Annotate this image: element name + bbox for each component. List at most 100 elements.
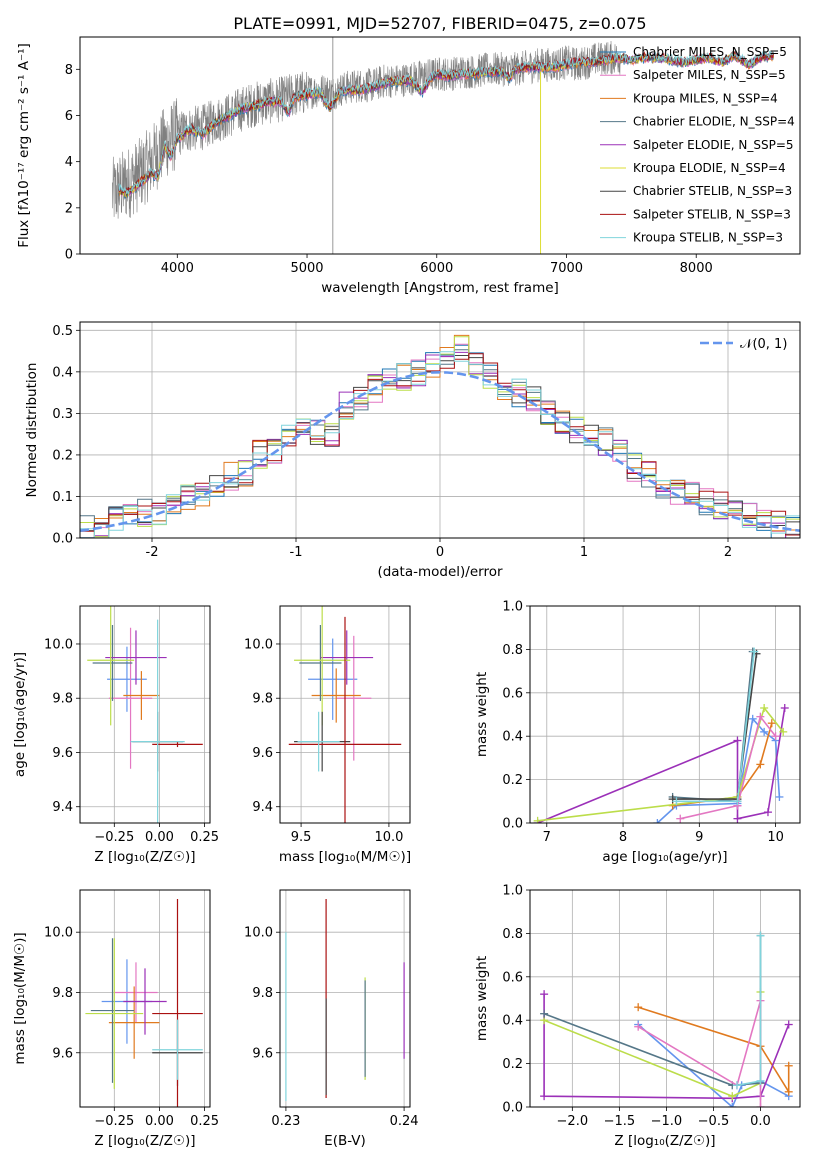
age-vs-Z-panel: −0.25 0.00 0.25 9.4 9.6 9.8 10.0 Z [log₁₀(Z/Z☉)… — [12, 605, 219, 865]
y-tick-label: 8 — [65, 63, 73, 78]
axes-frame — [279, 889, 411, 1108]
weight-line — [637, 1006, 790, 1095]
plus-marker — [756, 712, 765, 721]
weight-vs-Z-panel: −2.0 −1.5 −1.0 −0.5 0.0 0.0 0.2 0.4 0.6 0.8 1.0 Z [… — [474, 884, 801, 1149]
spectrum-plot-area — [112, 37, 774, 254]
normal-curve — [80, 370, 800, 532]
errorbar-point — [152, 899, 203, 1107]
y-tick-label: 10.0 — [44, 926, 73, 941]
weight-line — [656, 717, 781, 823]
x-tick-label: −0.5 — [698, 1114, 730, 1129]
plus-marker — [748, 714, 757, 723]
errorbar-point — [152, 1019, 203, 1080]
x-tick-label: 0 — [436, 545, 444, 560]
legend-label: Kroupa MILES, N_SSP=4 — [633, 91, 778, 105]
plus-marker — [676, 814, 685, 823]
y-axis-label: mass weight — [474, 956, 490, 1041]
x-tick-label: -1 — [290, 545, 303, 560]
x-tick-label: 0.00 — [145, 1114, 174, 1129]
errorbar-point — [336, 635, 372, 761]
x-tick-label: 7 — [543, 830, 551, 845]
age-vs-mass-panel: 9.5 10.0 9.4 9.6 9.8 10.0 mass [log₁₀(M/M☉)] — [244, 605, 411, 865]
x-tick-label: 1 — [580, 545, 588, 560]
age-vs-Z-plot-area — [87, 606, 203, 823]
plus-marker — [540, 1009, 549, 1018]
x-axis-label: mass [log₁₀(M/M☉)] — [279, 849, 411, 865]
plus-marker — [771, 732, 780, 741]
plus-marker — [760, 703, 769, 712]
histogram-step — [80, 351, 800, 538]
errorbar-point — [308, 638, 358, 720]
x-tick-label: 10 — [767, 830, 784, 845]
plus-marker — [756, 1103, 765, 1107]
residuals-plot-area — [80, 334, 800, 538]
panels: 4000 5000 6000 7000 8000 0 2 4 6 8 wavelength [Ang… — [12, 36, 801, 1149]
errorbar-point — [288, 616, 402, 823]
y-axis-label: mass [log₁₀(M/M☉)] — [12, 932, 28, 1064]
x-tick-label: 5000 — [290, 261, 323, 276]
x-tick-label: 0.25 — [190, 1114, 219, 1129]
plus-marker — [775, 792, 784, 801]
y-tick-label: 0.8 — [502, 927, 523, 942]
x-tick-label: 8000 — [680, 261, 713, 276]
y-tick-label: 4 — [65, 155, 73, 170]
plus-marker — [533, 816, 542, 823]
x-tick-label: −0.25 — [94, 830, 134, 845]
errorbar-point — [299, 624, 342, 701]
x-tick-label: 0.24 — [390, 1114, 419, 1129]
y-tick-label: 0.6 — [502, 970, 523, 985]
plus-marker — [756, 760, 765, 769]
x-tick-label: 0.00 — [145, 830, 174, 845]
axes-frame — [79, 321, 801, 539]
x-axis-label: (data-model)/error — [377, 564, 503, 580]
errorbar-point — [108, 627, 153, 769]
age-vs-mass-plot-area — [288, 606, 402, 823]
legend-label: 𝒩(0, 1) — [740, 337, 787, 352]
axes-frame — [79, 36, 801, 255]
y-tick-label: 0.0 — [52, 532, 73, 547]
y-tick-label: 0.0 — [502, 817, 523, 832]
x-tick-label: 7000 — [550, 261, 583, 276]
x-tick-label: −1.5 — [604, 1114, 636, 1129]
plus-marker — [760, 727, 769, 736]
grid-lines — [280, 890, 410, 1107]
plus-marker — [756, 1076, 765, 1085]
grid-lines — [530, 605, 800, 824]
weight-vs-age-plot-area — [533, 647, 789, 823]
mass-vs-Z-panel: −0.25 0.00 0.25 9.6 9.8 10.0 Z [log₁₀(Z/Z☉)] ma… — [12, 889, 219, 1149]
plus-marker — [733, 736, 742, 745]
y-tick-label: 0.8 — [502, 643, 523, 658]
plus-marker — [634, 1022, 643, 1031]
y-tick-label: 10.0 — [244, 637, 273, 652]
plus-marker — [728, 1103, 737, 1107]
figure-title: PLATE=0991, MJD=52707, FIBERID=0475, z=0… — [233, 14, 646, 33]
x-tick-label: -2 — [146, 545, 159, 560]
errorbar-point — [90, 938, 135, 1083]
errorbar-point — [105, 630, 167, 685]
model-fit-line — [118, 50, 774, 195]
y-tick-label: 0.4 — [52, 365, 73, 380]
legend-label: Kroupa ELODIE, N_SSP=4 — [633, 161, 786, 175]
plus-marker — [733, 797, 742, 806]
legend-label: Chabrier MILES, N_SSP=5 — [633, 45, 787, 59]
x-axis-label: Z [log₁₀(Z/Z☉)] — [94, 849, 195, 865]
observed-spectrum — [112, 40, 621, 219]
x-tick-label: 2 — [724, 545, 732, 560]
spectrum-panel: 4000 5000 6000 7000 8000 0 2 4 6 8 wavelength [Ang… — [16, 36, 801, 296]
plus-marker — [732, 1081, 741, 1090]
y-tick-label: 9.6 — [52, 746, 73, 761]
errorbar-point — [92, 624, 133, 701]
mass-vs-EBV-plot-area — [285, 899, 405, 1101]
y-tick-label: 0.4 — [502, 1014, 523, 1029]
plus-marker — [780, 703, 789, 712]
x-tick-label: −0.25 — [94, 1114, 134, 1129]
axes-frame — [79, 605, 211, 824]
y-tick-label: 9.8 — [252, 692, 273, 707]
plus-marker — [767, 719, 776, 728]
grid-lines — [80, 606, 210, 823]
y-tick-label: 0.2 — [52, 448, 73, 463]
grid-lines — [530, 889, 800, 1108]
x-axis-label: Z [log₁₀(Z/Z☉)] — [614, 1133, 715, 1149]
plus-marker — [784, 1061, 793, 1070]
